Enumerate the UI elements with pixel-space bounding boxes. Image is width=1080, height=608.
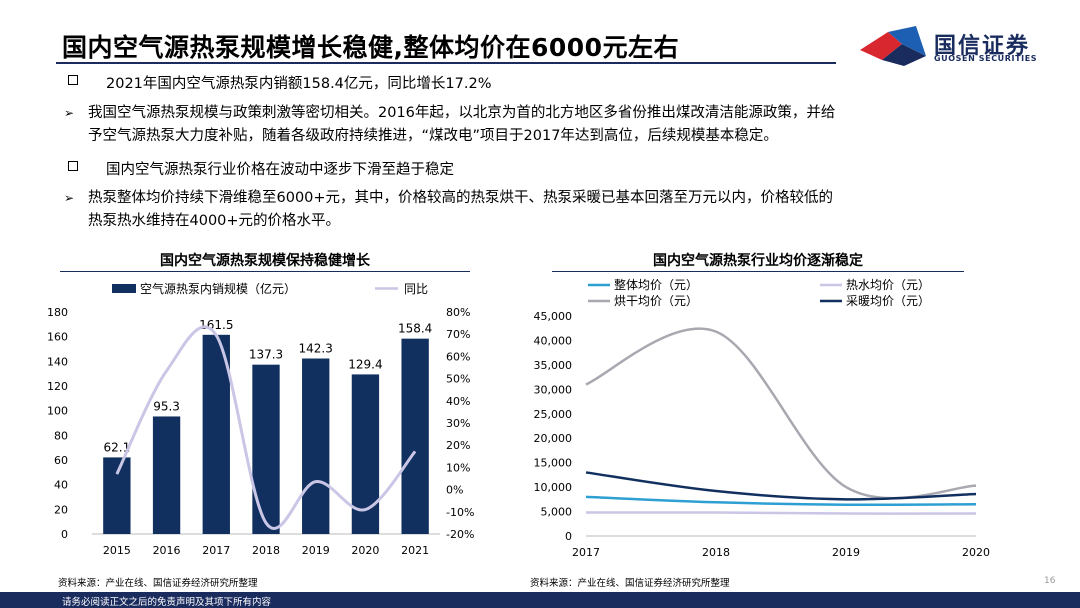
right-y-tick-label: -20%: [446, 528, 474, 541]
y-tick-label: 5,000: [541, 506, 573, 519]
right-chart-title-rule: [552, 271, 964, 272]
left-y-tick-label: 180: [47, 306, 68, 319]
bar-value-label: 161.5: [199, 318, 233, 332]
right-chart-source: 资料来源：产业在线、国信证券经济研究所整理: [530, 578, 730, 589]
bar-2019: [302, 358, 330, 534]
y-tick-label: 40,000: [534, 334, 573, 347]
bar-value-label: 129.4: [348, 357, 382, 371]
y-tick-label: 0: [565, 530, 572, 543]
right-line-chart: 整体均价（元） 热水均价（元） 烘干均价（元） 采暖均价（元） 0 5,000 10,000…: [534, 277, 991, 559]
right-y-tick-label: 50%: [446, 373, 470, 386]
bullet-1-text: 2021年国内空气源热泵内销额158.4亿元，同比增长17.2%: [106, 76, 492, 92]
legend-bar-label: 空气源热泵内销规模（亿元）: [140, 281, 296, 296]
company-logo: 国信证券 GUOSEN SECURITIES: [858, 22, 1058, 68]
left-y-tick-label: 120: [47, 380, 68, 393]
x-tick-label: 2020: [962, 546, 990, 559]
guosen-logo-icon: [860, 26, 926, 66]
right-y-tick-label: 40%: [446, 395, 470, 408]
x-tick-label: 2016: [153, 544, 181, 557]
y-tick-label: 25,000: [534, 408, 573, 421]
page-title: 国内空气源热泵规模增长稳健,整体均价在6000元左右: [62, 33, 680, 62]
bar-value-label: 142.3: [299, 341, 333, 355]
right-y-tick-label: 20%: [446, 439, 470, 452]
bar-2018: [252, 364, 280, 534]
x-tick-label: 2015: [103, 544, 131, 557]
left-chart-source: 资料来源：产业在线、国信证券经济研究所整理: [58, 578, 258, 589]
x-tick-label: 2019: [302, 544, 330, 557]
left-y-tick-label: 40: [54, 479, 68, 492]
price-line-series-1: [585, 495, 977, 507]
logo-chinese-text: 国信证券: [934, 34, 1031, 59]
logo-english-text: GUOSEN SECURITIES: [934, 54, 1038, 63]
y-tick-label: 45,000: [534, 310, 573, 323]
left-bar-line-chart: 空气源热泵内销规模（亿元） 同比 0 20 40 60 80 100 120 140 160 180 -…: [47, 281, 474, 557]
square-bullet-icon: [68, 75, 78, 85]
x-tick-label: 2019: [832, 546, 860, 559]
x-tick-label: 2017: [572, 546, 600, 559]
title-underline: [56, 62, 836, 64]
bar-value-label: 62.1: [103, 440, 130, 454]
x-tick-label: 2021: [401, 544, 429, 557]
legend-label: 热水均价（元）: [846, 278, 930, 292]
left-chart-title-rule: [60, 271, 470, 272]
x-tick-label: 2020: [351, 544, 379, 557]
right-y-tick-label: 70%: [446, 328, 470, 341]
right-y-tick-label: 10%: [446, 461, 470, 474]
left-y-tick-label: 80: [54, 429, 68, 442]
bar-2016: [152, 416, 181, 534]
sub-bullet-1: ➢ 我国空气源热泵规模与政策刺激等密切相关。2016年起，以北京为首的北方地区多…: [64, 102, 1048, 148]
sub-bullet-2-line-1: 热泵整体均价持续下滑维稳至6000+元，其中，价格较高的热泵烘干、热泵采暖已基本…: [88, 190, 834, 206]
bar-2021: [401, 338, 429, 534]
bar-value-label: 137.3: [249, 348, 283, 362]
price-line-series-4: [585, 471, 977, 501]
square-bullet-icon: [68, 161, 78, 171]
x-tick-label: 2017: [202, 544, 230, 557]
left-y-tick-label: 140: [47, 355, 68, 368]
right-y-tick-label: -10%: [446, 506, 474, 519]
right-y-tick-label: 60%: [446, 350, 470, 363]
arrow-bullet-icon: ➢: [64, 106, 75, 120]
bar-2017: [202, 334, 230, 534]
sub-bullet-1-line-1: 我国空气源热泵规模与政策刺激等密切相关。2016年起，以北京为首的北方地区多省份…: [88, 105, 836, 121]
legend-bar-swatch: [112, 284, 136, 293]
y-tick-label: 20,000: [534, 432, 573, 445]
right-y-tick-label: 30%: [446, 417, 470, 430]
x-tick-label: 2018: [702, 546, 730, 559]
bar-value-label: 158.4: [398, 322, 432, 336]
y-tick-label: 35,000: [534, 359, 573, 372]
left-y-tick-label: 60: [54, 454, 68, 467]
bar-2015: [103, 457, 131, 534]
price-line-series-2: [585, 511, 977, 515]
legend-label: 烘干均价（元）: [614, 294, 698, 308]
right-y-tick-label: 80%: [446, 306, 470, 319]
sub-bullet-1-line-2: 予空气源热泵大力度补贴，随着各级政府持续推进，“煤改电”项目于2017年达到高位…: [88, 128, 778, 144]
bar-value-label: 95.3: [153, 399, 180, 413]
arrow-bullet-icon: ➢: [64, 191, 75, 205]
footer-bar: 请务必阅读正文之后的免责声明及其项下所有内容: [0, 592, 1080, 608]
legend-line-label: 同比: [404, 282, 428, 296]
page-number: 16: [1044, 576, 1056, 586]
y-tick-label: 15,000: [534, 457, 573, 470]
right-chart-title: 国内空气源热泵行业均价逐渐稳定: [653, 253, 863, 269]
sub-bullet-2: ➢ 热泵整体均价持续下滑维稳至6000+元，其中，价格较高的热泵烘干、热泵采暖已…: [64, 187, 1048, 233]
left-y-tick-label: 0: [61, 528, 68, 541]
y-tick-label: 10,000: [534, 481, 573, 494]
footer-disclaimer: 请务必阅读正文之后的免责声明及其项下所有内容: [62, 597, 272, 608]
right-y-tick-label: 0%: [446, 484, 463, 497]
left-chart-title: 国内空气源热泵规模保持稳健增长: [160, 253, 370, 269]
y-tick-label: 30,000: [534, 383, 573, 396]
left-y-tick-label: 100: [47, 405, 68, 418]
legend-label: 采暖均价（元）: [846, 294, 930, 308]
sub-bullet-2-line-2: 热泵热水维持在4000+元的价格水平。: [88, 213, 341, 229]
left-y-tick-label: 160: [47, 331, 68, 344]
left-y-tick-label: 20: [54, 503, 68, 516]
x-tick-label: 2018: [252, 544, 280, 557]
price-line-series-3: [585, 327, 977, 500]
bullet-2-text: 国内空气源热泵行业价格在波动中逐步下滑至趋于稳定: [106, 162, 454, 178]
legend-label: 整体均价（元）: [614, 277, 698, 292]
